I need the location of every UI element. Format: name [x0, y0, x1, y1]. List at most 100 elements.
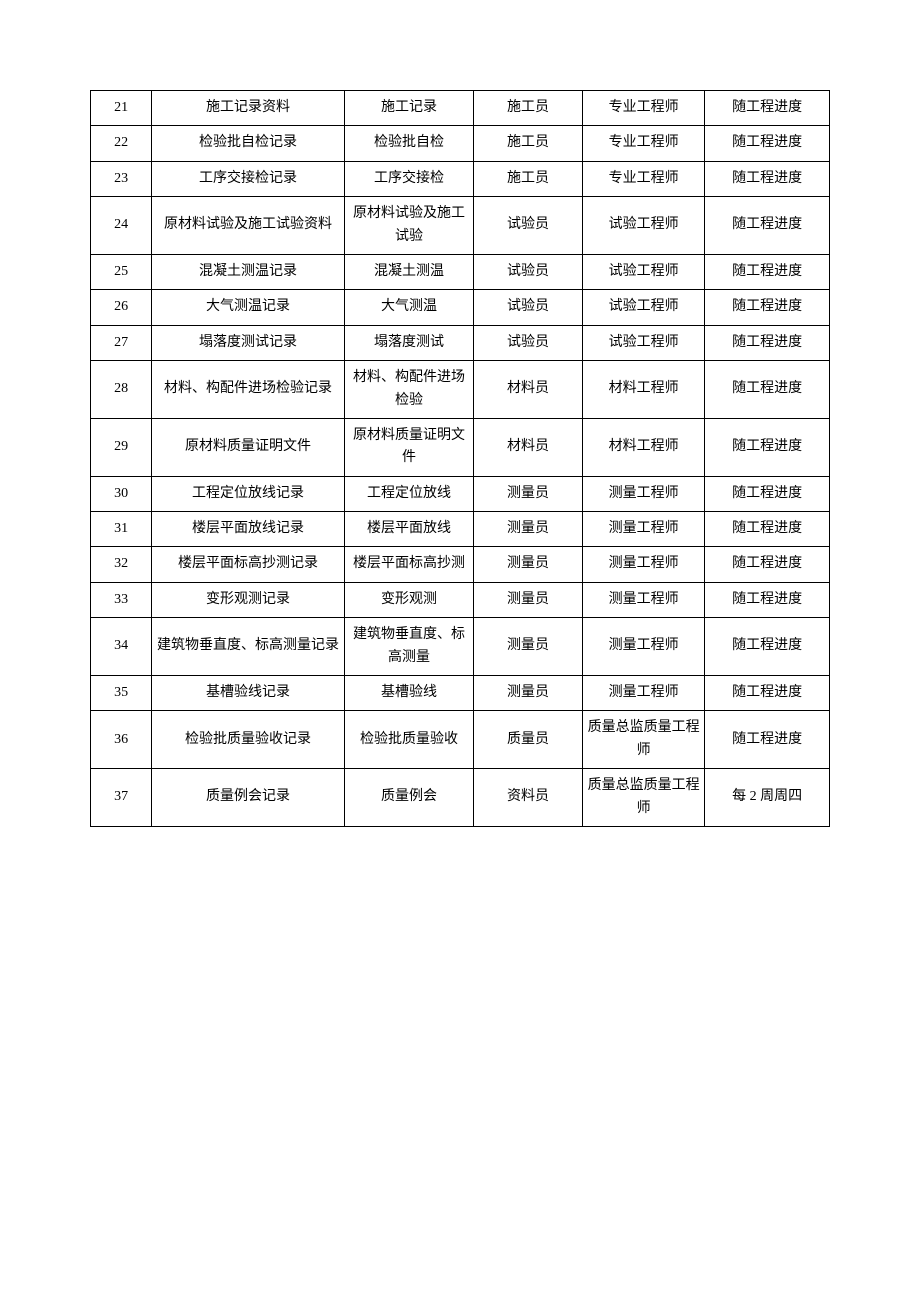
- table-row: 21施工记录资料施工记录施工员专业工程师随工程进度: [91, 91, 830, 126]
- cell-name: 建筑物垂直度、标高测量记录: [152, 618, 345, 676]
- table-row: 34建筑物垂直度、标高测量记录建筑物垂直度、标高测量测量员测量工程师随工程进度: [91, 618, 830, 676]
- cell-name: 原材料质量证明文件: [152, 418, 345, 476]
- cell-engineer: 测量工程师: [582, 676, 704, 711]
- table-row: 25混凝土测温记录混凝土测温试验员试验工程师随工程进度: [91, 254, 830, 289]
- cell-type: 材料、构配件进场检验: [344, 361, 473, 419]
- cell-timing: 每 2 周周四: [705, 769, 830, 827]
- cell-engineer: 测量工程师: [582, 547, 704, 582]
- cell-person: 质量员: [474, 711, 583, 769]
- cell-timing: 随工程进度: [705, 197, 830, 255]
- cell-engineer: 专业工程师: [582, 126, 704, 161]
- cell-num: 22: [91, 126, 152, 161]
- cell-name: 大气测温记录: [152, 290, 345, 325]
- cell-name: 工程定位放线记录: [152, 476, 345, 511]
- cell-engineer: 专业工程师: [582, 91, 704, 126]
- cell-name: 施工记录资料: [152, 91, 345, 126]
- cell-num: 29: [91, 418, 152, 476]
- table-row: 27塌落度测试记录塌落度测试试验员试验工程师随工程进度: [91, 325, 830, 360]
- cell-timing: 随工程进度: [705, 290, 830, 325]
- cell-name: 原材料试验及施工试验资料: [152, 197, 345, 255]
- cell-num: 35: [91, 676, 152, 711]
- cell-engineer: 质量总监质量工程师: [582, 769, 704, 827]
- cell-timing: 随工程进度: [705, 325, 830, 360]
- cell-type: 楼层平面放线: [344, 512, 473, 547]
- cell-timing: 随工程进度: [705, 711, 830, 769]
- cell-type: 混凝土测温: [344, 254, 473, 289]
- cell-engineer: 试验工程师: [582, 325, 704, 360]
- cell-person: 施工员: [474, 161, 583, 196]
- cell-type: 大气测温: [344, 290, 473, 325]
- cell-type: 原材料质量证明文件: [344, 418, 473, 476]
- cell-timing: 随工程进度: [705, 618, 830, 676]
- table-row: 36检验批质量验收记录检验批质量验收质量员质量总监质量工程师随工程进度: [91, 711, 830, 769]
- cell-name: 质量例会记录: [152, 769, 345, 827]
- cell-name: 楼层平面标高抄测记录: [152, 547, 345, 582]
- cell-engineer: 材料工程师: [582, 361, 704, 419]
- cell-num: 32: [91, 547, 152, 582]
- cell-num: 36: [91, 711, 152, 769]
- cell-type: 工序交接检: [344, 161, 473, 196]
- cell-num: 26: [91, 290, 152, 325]
- cell-timing: 随工程进度: [705, 418, 830, 476]
- cell-type: 变形观测: [344, 582, 473, 617]
- table-row: 33变形观测记录变形观测测量员测量工程师随工程进度: [91, 582, 830, 617]
- cell-person: 测量员: [474, 547, 583, 582]
- cell-person: 材料员: [474, 361, 583, 419]
- cell-num: 27: [91, 325, 152, 360]
- cell-num: 21: [91, 91, 152, 126]
- table-row: 37质量例会记录质量例会资料员质量总监质量工程师每 2 周周四: [91, 769, 830, 827]
- cell-name: 基槽验线记录: [152, 676, 345, 711]
- cell-type: 建筑物垂直度、标高测量: [344, 618, 473, 676]
- cell-name: 变形观测记录: [152, 582, 345, 617]
- cell-timing: 随工程进度: [705, 361, 830, 419]
- cell-person: 测量员: [474, 618, 583, 676]
- cell-num: 24: [91, 197, 152, 255]
- cell-timing: 随工程进度: [705, 254, 830, 289]
- cell-person: 测量员: [474, 512, 583, 547]
- table-row: 22检验批自检记录检验批自检施工员专业工程师随工程进度: [91, 126, 830, 161]
- cell-num: 37: [91, 769, 152, 827]
- cell-type: 质量例会: [344, 769, 473, 827]
- table-row: 35基槽验线记录基槽验线测量员测量工程师随工程进度: [91, 676, 830, 711]
- table-row: 31楼层平面放线记录楼层平面放线测量员测量工程师随工程进度: [91, 512, 830, 547]
- cell-engineer: 测量工程师: [582, 618, 704, 676]
- cell-name: 检验批自检记录: [152, 126, 345, 161]
- cell-person: 施工员: [474, 126, 583, 161]
- cell-engineer: 质量总监质量工程师: [582, 711, 704, 769]
- table-row: 23工序交接检记录工序交接检施工员专业工程师随工程进度: [91, 161, 830, 196]
- cell-type: 楼层平面标高抄测: [344, 547, 473, 582]
- cell-engineer: 材料工程师: [582, 418, 704, 476]
- cell-timing: 随工程进度: [705, 512, 830, 547]
- cell-name: 材料、构配件进场检验记录: [152, 361, 345, 419]
- table-row: 29原材料质量证明文件原材料质量证明文件材料员材料工程师随工程进度: [91, 418, 830, 476]
- cell-type: 工程定位放线: [344, 476, 473, 511]
- cell-num: 23: [91, 161, 152, 196]
- cell-engineer: 试验工程师: [582, 290, 704, 325]
- table-row: 32楼层平面标高抄测记录楼层平面标高抄测测量员测量工程师随工程进度: [91, 547, 830, 582]
- cell-person: 测量员: [474, 676, 583, 711]
- records-table: 21施工记录资料施工记录施工员专业工程师随工程进度22检验批自检记录检验批自检施…: [90, 90, 830, 827]
- cell-num: 25: [91, 254, 152, 289]
- cell-engineer: 试验工程师: [582, 254, 704, 289]
- table-row: 28材料、构配件进场检验记录材料、构配件进场检验材料员材料工程师随工程进度: [91, 361, 830, 419]
- cell-person: 材料员: [474, 418, 583, 476]
- cell-engineer: 试验工程师: [582, 197, 704, 255]
- cell-type: 检验批质量验收: [344, 711, 473, 769]
- cell-timing: 随工程进度: [705, 676, 830, 711]
- cell-person: 测量员: [474, 582, 583, 617]
- cell-name: 楼层平面放线记录: [152, 512, 345, 547]
- table-row: 30工程定位放线记录工程定位放线测量员测量工程师随工程进度: [91, 476, 830, 511]
- cell-engineer: 测量工程师: [582, 582, 704, 617]
- cell-timing: 随工程进度: [705, 582, 830, 617]
- cell-name: 检验批质量验收记录: [152, 711, 345, 769]
- cell-type: 原材料试验及施工试验: [344, 197, 473, 255]
- cell-num: 33: [91, 582, 152, 617]
- cell-person: 试验员: [474, 290, 583, 325]
- cell-engineer: 专业工程师: [582, 161, 704, 196]
- cell-name: 塌落度测试记录: [152, 325, 345, 360]
- cell-type: 施工记录: [344, 91, 473, 126]
- cell-person: 资料员: [474, 769, 583, 827]
- cell-timing: 随工程进度: [705, 547, 830, 582]
- cell-num: 31: [91, 512, 152, 547]
- cell-person: 试验员: [474, 325, 583, 360]
